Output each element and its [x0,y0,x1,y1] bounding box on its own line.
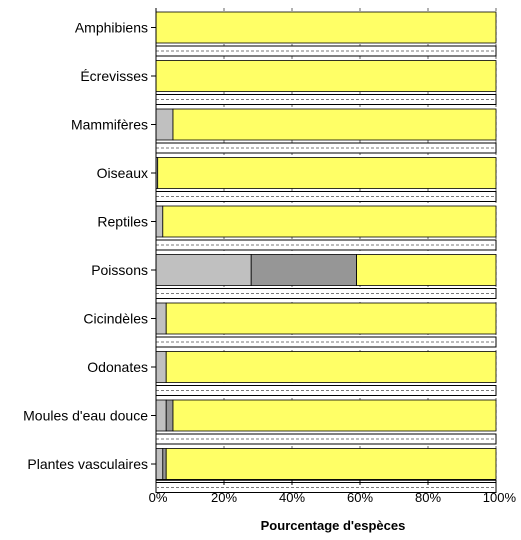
bar-segment [155,60,497,92]
category-label: Cicindèles [83,311,148,327]
band-layer [155,45,497,493]
x-tick-label: 20% [211,490,237,505]
bar-segment [162,448,167,480]
category-label: Moules d'eau douce [23,408,148,424]
x-tick-label: 40% [279,490,305,505]
bar-segment [165,351,497,383]
bar-segment [172,108,497,141]
category-label: Écrevisses [80,68,148,84]
category-label: Amphibiens [75,20,148,36]
axis-layer [151,8,497,485]
bar-segment [155,205,164,238]
bar-segment [155,254,252,286]
x-tick-label: 0% [149,490,168,505]
bar-segment [155,302,167,335]
category-label: Plantes vasculaires [27,456,148,472]
label-layer: Amphibiens Écrevisses Mammifères Oiseaux Rep… [23,20,516,506]
category-label: Odonates [87,359,148,375]
bar-segment [157,157,497,189]
bar-segment [250,254,357,286]
x-tick-label: 60% [347,490,373,505]
category-label: Oiseaux [97,165,148,181]
bar-layer [155,11,497,480]
x-tick-label: 100% [483,490,517,505]
bar-segment [165,302,497,335]
bar-segment [165,448,497,480]
bar-segment [165,399,174,432]
x-axis-title: Pourcentage d'espèces [261,518,406,533]
bar-segment [172,399,497,432]
bar-segment [356,254,497,286]
bar-segment [155,448,164,480]
bar-segment [155,399,167,432]
category-label: Mammifères [71,117,148,133]
x-tick-label: 80% [415,490,441,505]
bar-segment [155,11,497,44]
bar-segment [155,108,174,141]
bar-segment [155,351,167,383]
category-label: Reptiles [97,214,148,230]
bar-segment [162,205,497,238]
category-label: Poissons [91,262,148,278]
